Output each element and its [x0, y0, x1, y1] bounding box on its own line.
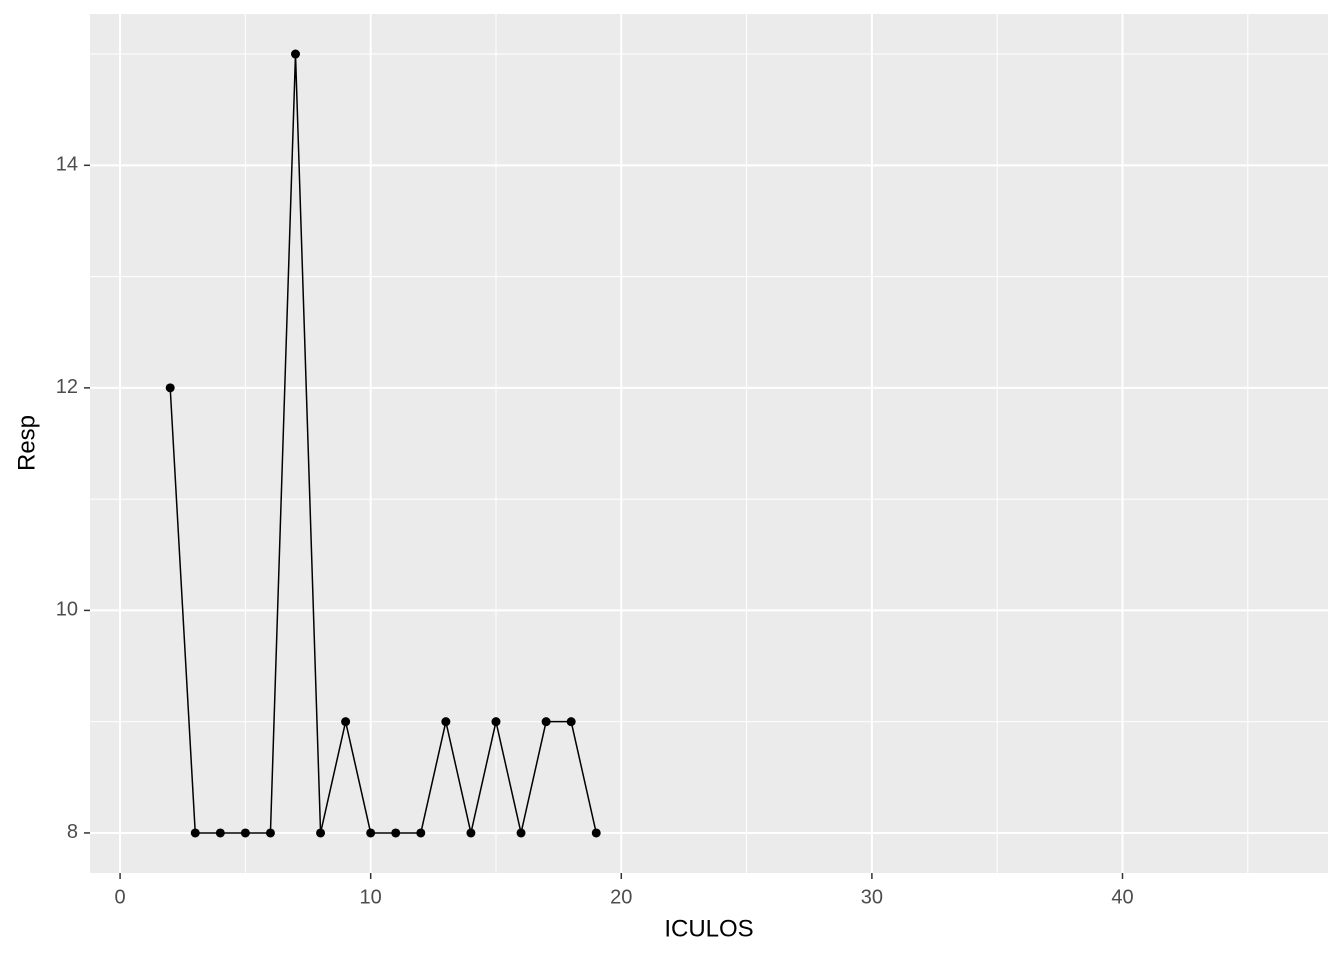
- x-tick-label: 0: [115, 886, 126, 908]
- y-tick-label: 12: [56, 376, 78, 398]
- y-tick-label: 8: [67, 821, 78, 843]
- panel: [90, 14, 1328, 873]
- point: [316, 828, 326, 838]
- x-tick-label: 30: [861, 886, 883, 908]
- x-tick-label: 20: [610, 886, 632, 908]
- point: [566, 717, 576, 727]
- point: [165, 383, 175, 393]
- point: [466, 828, 476, 838]
- y-axis-title: Resp: [13, 415, 40, 471]
- point: [341, 717, 351, 727]
- point: [516, 828, 526, 838]
- point: [366, 828, 376, 838]
- y-tick-label: 10: [56, 599, 78, 621]
- point: [416, 828, 426, 838]
- point: [265, 828, 275, 838]
- point: [491, 717, 501, 727]
- point: [391, 828, 401, 838]
- point: [190, 828, 200, 838]
- x-tick-label: 10: [360, 886, 382, 908]
- x-axis-title: ICULOS: [664, 915, 753, 942]
- point: [240, 828, 250, 838]
- y-tick-label: 14: [56, 154, 78, 176]
- point: [541, 717, 551, 727]
- point: [290, 49, 300, 59]
- point: [215, 828, 225, 838]
- point: [591, 828, 601, 838]
- x-tick-label: 40: [1111, 886, 1133, 908]
- point: [441, 717, 451, 727]
